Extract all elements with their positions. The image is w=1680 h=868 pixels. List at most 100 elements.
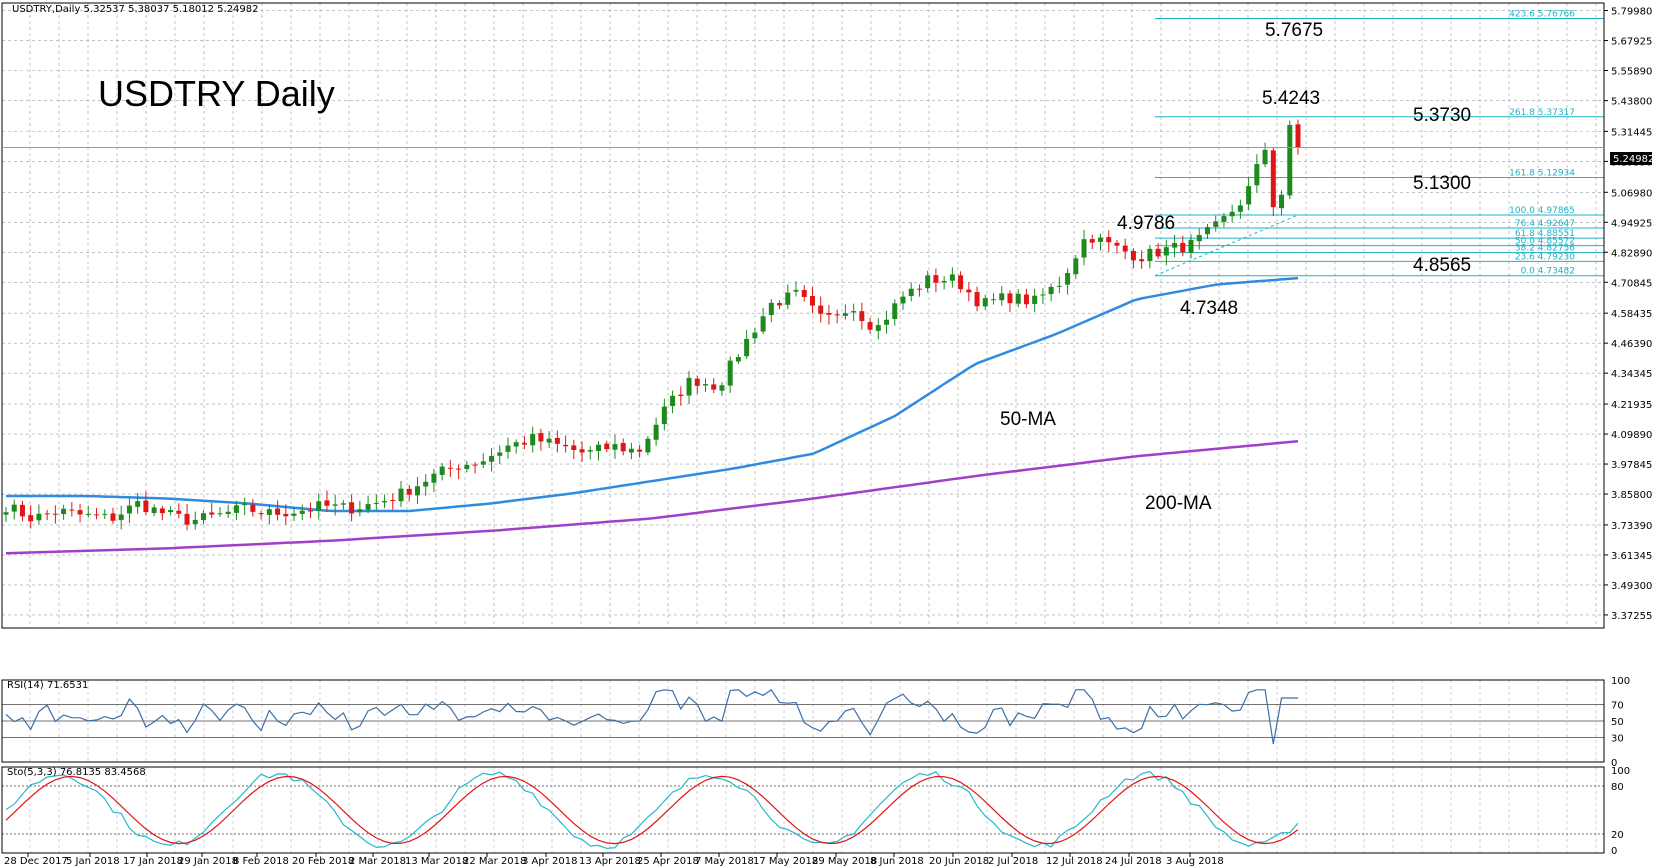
candle-body [1172, 243, 1178, 248]
candle-body [77, 510, 83, 515]
candle-body [349, 502, 355, 514]
y-tick-label: 5.67925 [1611, 37, 1652, 48]
x-tick-label: 29 Jan 2018 [178, 856, 238, 867]
ma50-line-group [6, 276, 1299, 513]
candle-body [546, 438, 552, 443]
candle-body [999, 293, 1005, 301]
candle-body [1204, 227, 1210, 235]
candle-body [225, 511, 231, 515]
y-tick-label: 5.79980 [1611, 7, 1652, 18]
y-tick-label: 3.37255 [1611, 611, 1652, 622]
x-tick-label: 2 Mar 2018 [349, 856, 406, 867]
fib-level-label: 50.0 4.85572 [1515, 237, 1575, 247]
y-tick-label: 4.94925 [1611, 218, 1652, 229]
x-tick-label: 25 Apr 2018 [637, 856, 699, 867]
candle-body [579, 449, 585, 453]
annotation-50-ma: 50-MA [1000, 409, 1056, 430]
candle-body [497, 452, 503, 456]
candle-body [85, 513, 91, 515]
candle-body [398, 488, 404, 502]
candle-body [875, 325, 881, 331]
sto-level-label: 80 [1611, 782, 1624, 793]
y-tick-label: 5.06980 [1611, 188, 1652, 199]
candle-body [1229, 211, 1235, 217]
candle-body [1147, 248, 1153, 262]
candle-body [1081, 239, 1087, 258]
candle-body [258, 513, 264, 515]
candle-body [661, 406, 667, 425]
stochastic-panel: 100 80 20 0 [2, 766, 1630, 857]
candle-body [324, 500, 330, 506]
candle-body [637, 449, 643, 452]
candle-body [299, 510, 305, 514]
candle-body [217, 513, 223, 515]
candle-body [851, 311, 857, 313]
y-tick-label: 4.21935 [1611, 400, 1652, 411]
fib-level-label: 61.8 4.88551 [1515, 229, 1575, 239]
annotation-5-3730: 5.3730 [1413, 105, 1471, 126]
candle-body [151, 507, 157, 514]
candle-body [1254, 164, 1260, 186]
candle-body [176, 510, 182, 514]
candlesticks [3, 119, 1301, 531]
candle-body [694, 378, 700, 386]
x-tick-label: 12 Jul 2018 [1046, 856, 1103, 867]
y-tick-label: 4.70845 [1611, 278, 1652, 289]
candle-body [1015, 293, 1021, 304]
x-tick-label: 8 Feb 2018 [233, 856, 289, 867]
candle-body [266, 509, 272, 515]
candle-body [1023, 294, 1029, 305]
candle-body [250, 504, 256, 512]
y-tick-label: 3.73390 [1611, 521, 1652, 532]
candle-body [826, 313, 832, 315]
fib-level-label: 261.8 5.37317 [1509, 108, 1575, 118]
ma50-line [6, 276, 1299, 513]
candle-body [69, 509, 75, 511]
candle-body [406, 488, 412, 495]
candle-body [382, 500, 388, 503]
candle-body [735, 357, 741, 362]
candle-body [456, 468, 462, 470]
candle-body [1279, 194, 1285, 209]
ma200-line [5, 439, 1299, 555]
sto-header: Sto(5,3,3) 76.8135 83.4568 [7, 767, 146, 778]
candle-body [974, 292, 980, 307]
x-tick-label: 13 Mar 2018 [405, 856, 468, 867]
x-tick-label: 17 Jan 2018 [123, 856, 183, 867]
candle-body [423, 481, 429, 487]
x-tick-label: 3 Aug 2018 [1166, 856, 1224, 867]
candle-body [201, 513, 207, 521]
fib-level-label: 0.0 4.73482 [1521, 267, 1575, 277]
candle-body [340, 503, 346, 505]
x-tick-label: 22 Mar 2018 [463, 856, 526, 867]
annotation-4-8565: 4.8565 [1413, 255, 1471, 276]
y-tick-label: 4.46390 [1611, 339, 1652, 350]
x-tick-label: 5 Jan 2018 [66, 856, 120, 867]
candle-body [949, 274, 955, 281]
fib-level-label: 38.2 4.82756 [1515, 244, 1575, 254]
fib-level-label: 23.6 4.79230 [1515, 252, 1575, 262]
candle-body [653, 424, 659, 440]
ma200-line-group [5, 439, 1299, 555]
y-tick-label: 5.31445 [1611, 127, 1652, 138]
candle-body [505, 445, 511, 452]
candle-body [554, 437, 560, 444]
y-tick-label: 4.58435 [1611, 309, 1652, 320]
y-tick-label: 3.61345 [1611, 551, 1652, 562]
candle-body [587, 450, 593, 452]
candle-body [118, 514, 124, 521]
candle-body [867, 322, 873, 330]
x-tick-label: 8 Jun 2018 [870, 856, 924, 867]
candle-body [777, 303, 783, 306]
y-tick-label: 4.82890 [1611, 248, 1652, 259]
y-tick-label: 3.97845 [1611, 460, 1652, 471]
y-tick-label: 4.34345 [1611, 369, 1652, 380]
candle-body [291, 513, 297, 516]
candle-body [513, 442, 519, 447]
candle-body [859, 311, 865, 321]
candle-body [332, 504, 338, 506]
candle-body [61, 508, 67, 515]
candle-body [36, 513, 42, 521]
sto-level-label: 100 [1611, 766, 1630, 777]
